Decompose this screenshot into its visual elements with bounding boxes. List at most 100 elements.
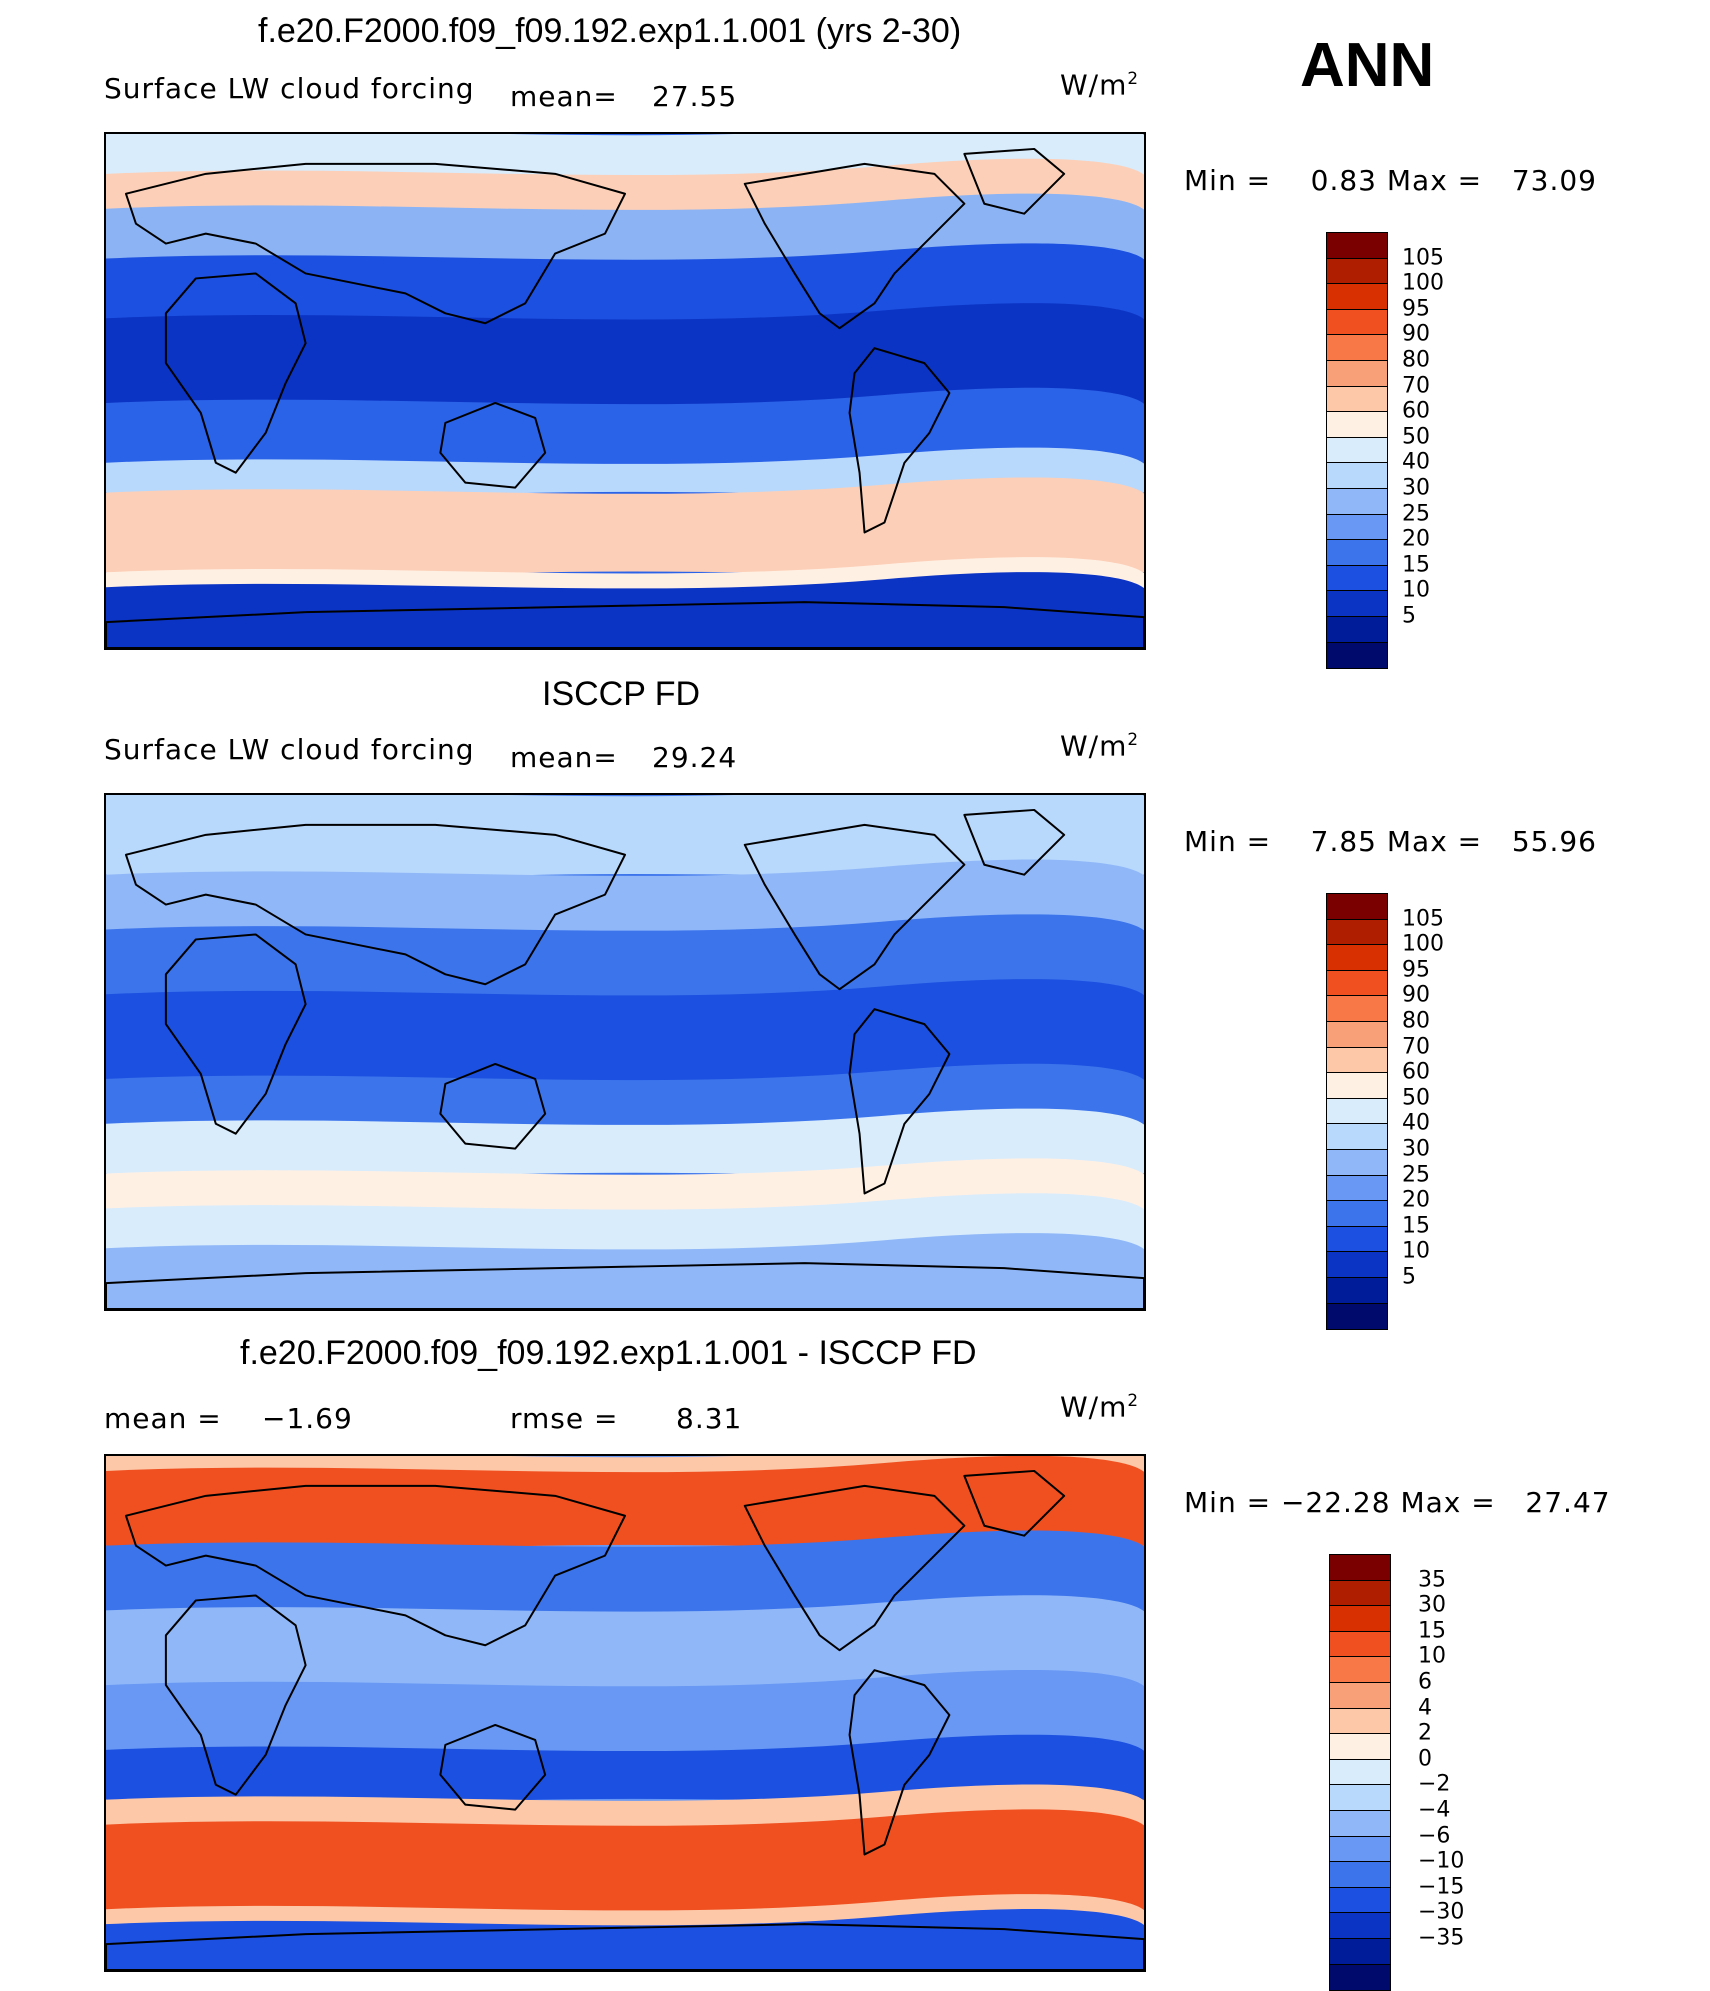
panel-1-map-svg	[106, 134, 1144, 648]
colorbar-cell	[1327, 565, 1387, 592]
colorbar-cell	[1330, 1862, 1390, 1888]
panel-2-map-svg	[106, 795, 1144, 1309]
colorbar-tick-label: 60	[1402, 398, 1430, 424]
colorbar-cell	[1327, 1124, 1387, 1150]
colorbar-cell	[1327, 1175, 1387, 1202]
colorbar-cell	[1327, 1201, 1387, 1227]
colorbar-tick-label: 25	[1402, 501, 1430, 527]
colorbar-tick-label: 15	[1402, 552, 1430, 578]
colorbar-cell	[1330, 1657, 1390, 1683]
colorbar-cell	[1327, 1021, 1387, 1048]
colorbar-tick-label: 80	[1402, 1008, 1430, 1034]
colorbar-tick-label: 105	[1402, 245, 1444, 271]
coastline	[124, 162, 626, 325]
colorbar-cell	[1330, 1836, 1390, 1863]
coastline	[124, 823, 626, 986]
coastline	[963, 808, 1066, 876]
panel-3-colorbar	[1329, 1554, 1391, 1991]
coastline	[439, 1723, 547, 1811]
colorbar-tick-label: 50	[1402, 424, 1430, 450]
colorbar-tick-label: −10	[1418, 1848, 1465, 1874]
colorbar-cell	[1327, 1073, 1387, 1099]
colorbar-tick-label: 15	[1418, 1618, 1446, 1644]
colorbar-tick-label: 90	[1402, 982, 1430, 1008]
field-contour-band	[106, 1909, 1144, 1970]
coastline	[743, 162, 966, 330]
colorbar-cell	[1327, 970, 1387, 997]
colorbar-cell	[1327, 616, 1387, 643]
colorbar-cell	[1327, 233, 1387, 259]
colorbar-cell	[1327, 591, 1387, 617]
colorbar-cell	[1327, 996, 1387, 1022]
field-contour-band	[106, 979, 1144, 1099]
coastline	[164, 1594, 307, 1796]
field-contour-band	[106, 1809, 1144, 1929]
colorbar-tick-label: 40	[1402, 449, 1430, 475]
colorbar-tick-label: 95	[1402, 296, 1430, 322]
coastline	[963, 1469, 1066, 1537]
panel-2-mean-label: mean=	[510, 741, 618, 774]
colorbar-tick-label: 30	[1418, 1592, 1446, 1618]
panel-1-title: f.e20.F2000.f09_f09.192.exp1.1.001 (yrs …	[258, 12, 962, 50]
colorbar-tick-label: 0	[1418, 1746, 1432, 1772]
panel-3-title: f.e20.F2000.f09_f09.192.exp1.1.001 - ISC…	[240, 1334, 977, 1372]
coastline	[848, 347, 951, 534]
colorbar-cell	[1327, 1277, 1387, 1304]
colorbar-cell	[1327, 335, 1387, 361]
colorbar-cell	[1327, 488, 1387, 515]
colorbar-tick-label: 105	[1402, 906, 1444, 932]
colorbar-tick-label: 40	[1402, 1110, 1430, 1136]
colorbar-cell	[1327, 642, 1387, 669]
colorbar-tick-label: 80	[1402, 347, 1430, 373]
colorbar-cell	[1327, 1149, 1387, 1176]
colorbar-cell	[1330, 1734, 1390, 1760]
panel-3-map-svg	[106, 1456, 1144, 1970]
panel-3-mean-label: mean =	[104, 1402, 222, 1435]
colorbar-cell	[1327, 1098, 1387, 1125]
colorbar-cell	[1327, 284, 1387, 310]
colorbar-tick-label: 60	[1402, 1059, 1430, 1085]
coastline	[106, 601, 1144, 648]
panel-1-units: W/m2	[1060, 68, 1140, 102]
colorbar-tick-label: 5	[1402, 1264, 1416, 1290]
field-contour-band	[106, 303, 1144, 423]
colorbar-cell	[1327, 412, 1387, 438]
colorbar-cell	[1330, 1810, 1390, 1837]
colorbar-cell	[1327, 894, 1387, 920]
colorbar-tick-label: 30	[1402, 475, 1430, 501]
colorbar-tick-label: 20	[1402, 1187, 1430, 1213]
colorbar-tick-label: 2	[1418, 1720, 1432, 1746]
colorbar-tick-label: 15	[1402, 1213, 1430, 1239]
colorbar-tick-label: 100	[1402, 270, 1444, 296]
colorbar-cell	[1330, 1708, 1390, 1735]
season-label: ANN	[1300, 31, 1435, 100]
panel-1-variable-label: Surface LW cloud forcing	[104, 72, 475, 105]
panel-3-rmse-label: rmse =	[510, 1402, 619, 1435]
coastline	[743, 1484, 966, 1652]
panel-1-mean-value: 27.55	[652, 80, 738, 113]
colorbar-tick-label: −4	[1418, 1797, 1451, 1823]
coastline	[124, 1484, 626, 1647]
colorbar-cell	[1330, 1682, 1390, 1709]
colorbar-cell	[1327, 1047, 1387, 1074]
field-contour-band	[106, 477, 1144, 587]
colorbar-tick-label: −2	[1418, 1771, 1451, 1797]
coastline	[106, 1923, 1144, 1970]
field-contour-band	[106, 1233, 1144, 1309]
colorbar-cell	[1327, 1303, 1387, 1330]
coastline	[164, 933, 307, 1135]
panel-2-title: ISCCP FD	[542, 675, 701, 713]
colorbar-cell	[1327, 360, 1387, 387]
colorbar-tick-label: 10	[1402, 1238, 1430, 1264]
colorbar-cell	[1327, 463, 1387, 489]
colorbar-cell	[1330, 1631, 1390, 1658]
colorbar-tick-label: 5	[1402, 603, 1416, 629]
coastline	[848, 1008, 951, 1195]
panel-1-minmax: Min = 0.83 Max = 73.09	[1184, 164, 1597, 197]
coastline	[164, 272, 307, 474]
coastline	[439, 1062, 547, 1150]
coastline	[963, 147, 1066, 215]
colorbar-cell	[1327, 437, 1387, 464]
colorbar-tick-label: 95	[1402, 957, 1430, 983]
colorbar-cell	[1327, 1226, 1387, 1253]
